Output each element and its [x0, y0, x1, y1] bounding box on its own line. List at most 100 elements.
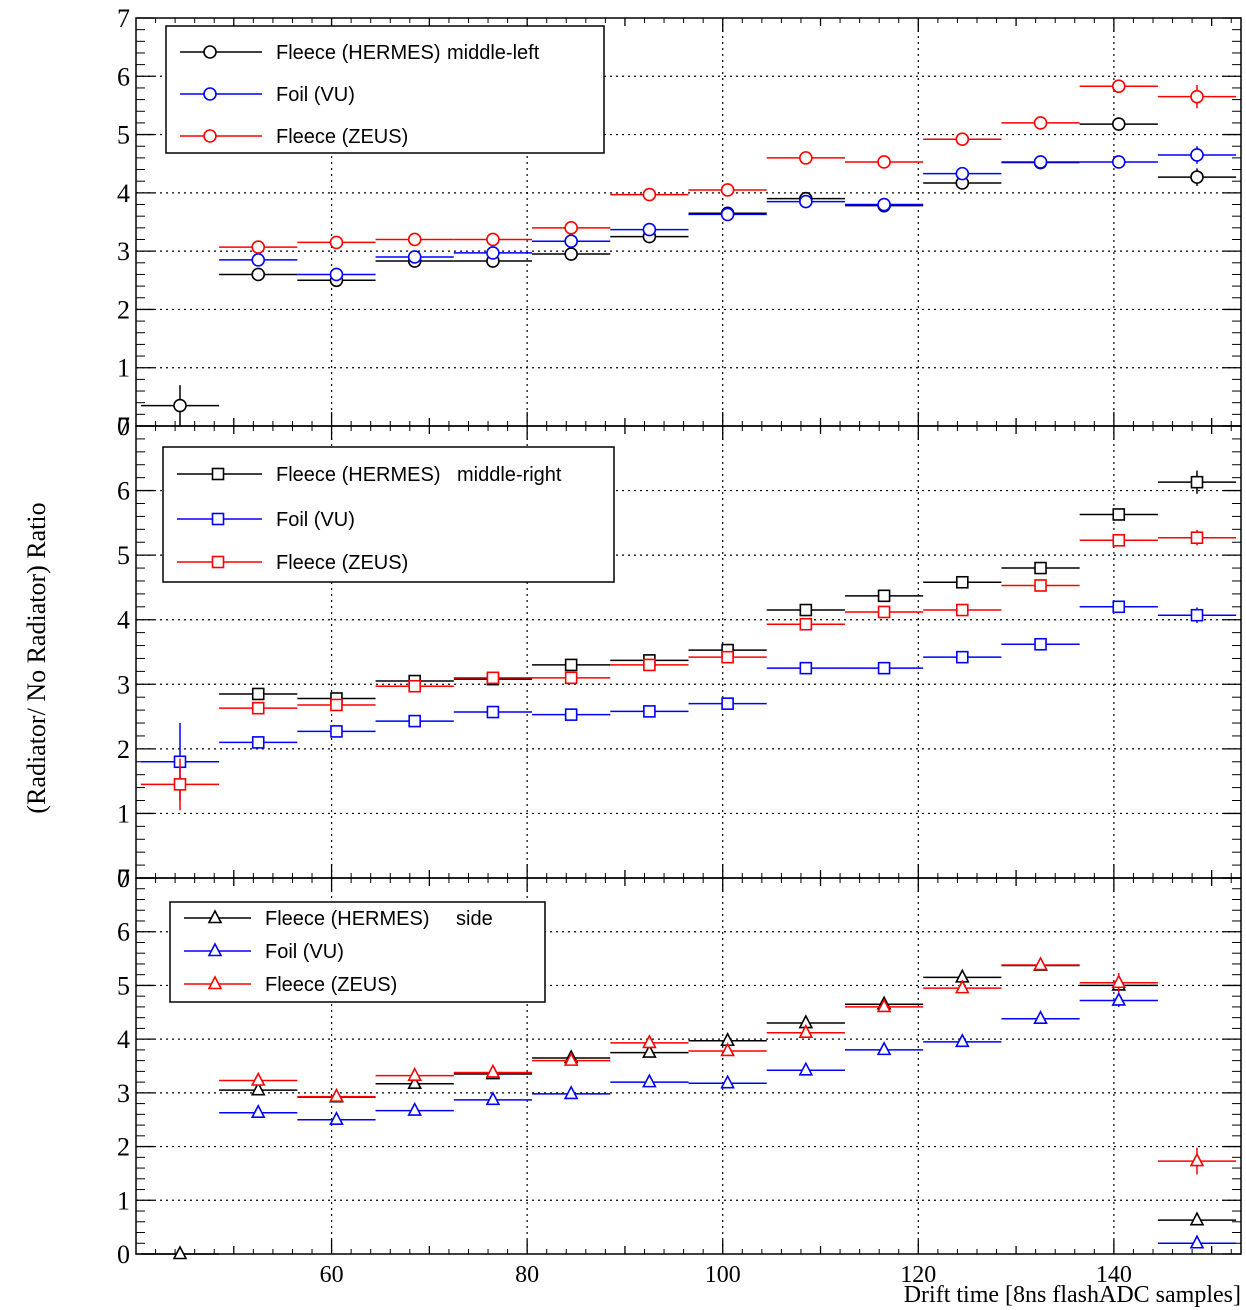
series-fleece-hermes	[140, 956, 1237, 1260]
data-point	[486, 705, 500, 719]
y-tick-label: 1	[117, 354, 130, 383]
data-point	[955, 166, 970, 181]
data-point	[1033, 155, 1048, 169]
legend-entry-label: Fleece (HERMES)	[265, 908, 429, 930]
data-point	[877, 155, 891, 169]
data-point	[329, 1110, 344, 1126]
legend: Fleece (HERMES) Foil (VU) Fleece (ZEUS) sid…	[169, 901, 546, 1003]
data-point	[876, 998, 892, 1013]
data-point	[1034, 637, 1047, 651]
data-point	[408, 714, 421, 728]
data-point	[173, 778, 187, 791]
series-foil-vu	[140, 600, 1237, 801]
y-tick-label: 3	[117, 670, 130, 699]
y-tick-label: 7	[117, 412, 130, 441]
data-point	[563, 1051, 579, 1066]
data-point	[720, 1074, 735, 1089]
data-point	[251, 736, 265, 749]
y-tick-label: 1	[117, 799, 130, 828]
x-tick-label: 140	[1096, 1262, 1132, 1288]
legend-entry-label: Fleece (ZEUS)	[276, 126, 408, 148]
data-point	[1111, 117, 1126, 131]
data-point	[251, 267, 266, 282]
legend-marker	[203, 87, 217, 101]
data-point	[1111, 974, 1127, 989]
data-point	[486, 671, 500, 685]
y-tick-label: 5	[117, 971, 130, 1000]
y-tick-label: 4	[117, 606, 130, 635]
data-point	[251, 701, 265, 715]
y-tick-label: 0	[117, 864, 130, 893]
legend-entry-label: Fleece (HERMES)	[276, 42, 440, 64]
data-point	[642, 222, 657, 237]
data-point	[407, 1066, 423, 1081]
y-tick-label: 4	[117, 1025, 130, 1054]
data-point	[642, 1073, 657, 1088]
data-point	[954, 979, 970, 994]
data-point	[250, 1104, 266, 1119]
legend-entry-label: Fleece (ZEUS)	[276, 552, 408, 574]
data-point	[329, 235, 344, 250]
data-point	[250, 1081, 266, 1096]
legend-marker	[211, 467, 225, 481]
legend-box	[162, 446, 615, 583]
data-point	[1190, 531, 1204, 545]
series-fleece-zeus	[219, 79, 1237, 254]
data-point	[1190, 89, 1204, 104]
data-point	[877, 197, 891, 212]
data-point	[1111, 991, 1127, 1006]
data-point	[407, 232, 422, 247]
y-tick-label: 6	[117, 918, 130, 947]
data-point	[1112, 533, 1126, 547]
data-point	[1189, 1234, 1205, 1249]
data-point	[330, 698, 343, 712]
legend-entry-label: Foil (VU)	[276, 509, 355, 531]
data-point	[1033, 116, 1048, 130]
legend-entry-label: Fleece (ZEUS)	[265, 974, 397, 996]
data-point	[720, 1042, 735, 1057]
legend-marker	[203, 129, 217, 143]
data-point	[1112, 600, 1126, 614]
data-point	[956, 650, 969, 664]
data-point	[251, 240, 266, 254]
data-point	[1189, 1211, 1205, 1226]
data-point	[407, 250, 422, 264]
data-point	[564, 247, 578, 261]
legend-marker	[207, 975, 223, 990]
series-foil-vu	[219, 991, 1237, 1249]
y-tick-label: 1	[117, 1186, 130, 1215]
data-point	[564, 658, 578, 672]
data-point	[1111, 79, 1126, 93]
series-fleece-zeus	[140, 529, 1237, 811]
data-point	[172, 1245, 188, 1260]
data-point	[564, 234, 578, 249]
data-point	[1190, 148, 1204, 162]
data-point	[408, 679, 421, 693]
data-point	[564, 708, 578, 721]
y-axis-label: (Radiator/ No Radiator) Ratio	[22, 502, 51, 813]
data-point	[642, 1034, 657, 1049]
data-point	[173, 398, 187, 413]
data-point	[954, 1033, 970, 1048]
legend-entry-label: Foil (VU)	[265, 941, 344, 963]
y-tick-label: 3	[117, 1079, 130, 1108]
legend-marker	[203, 45, 217, 59]
data-point	[956, 603, 969, 617]
series-foil-vu	[219, 146, 1237, 282]
data-point	[1190, 608, 1204, 622]
panel-label: middle-left	[447, 42, 540, 64]
y-tick-label: 0	[117, 1240, 130, 1269]
panel-label: side	[456, 908, 493, 930]
y-tick-label: 2	[117, 1133, 130, 1162]
legend-marker	[207, 909, 223, 924]
series-fleece-zeus	[219, 956, 1237, 1175]
data-point	[799, 603, 813, 617]
data-point	[564, 221, 578, 235]
data-point	[329, 1087, 344, 1102]
legend: Fleece (HERMES) Foil (VU) Fleece (ZEUS) mid…	[162, 446, 615, 583]
plot-frame	[135, 877, 1242, 1255]
data-point	[877, 661, 891, 675]
x-tick-label: 120	[900, 1262, 936, 1288]
data-point	[1112, 508, 1126, 521]
